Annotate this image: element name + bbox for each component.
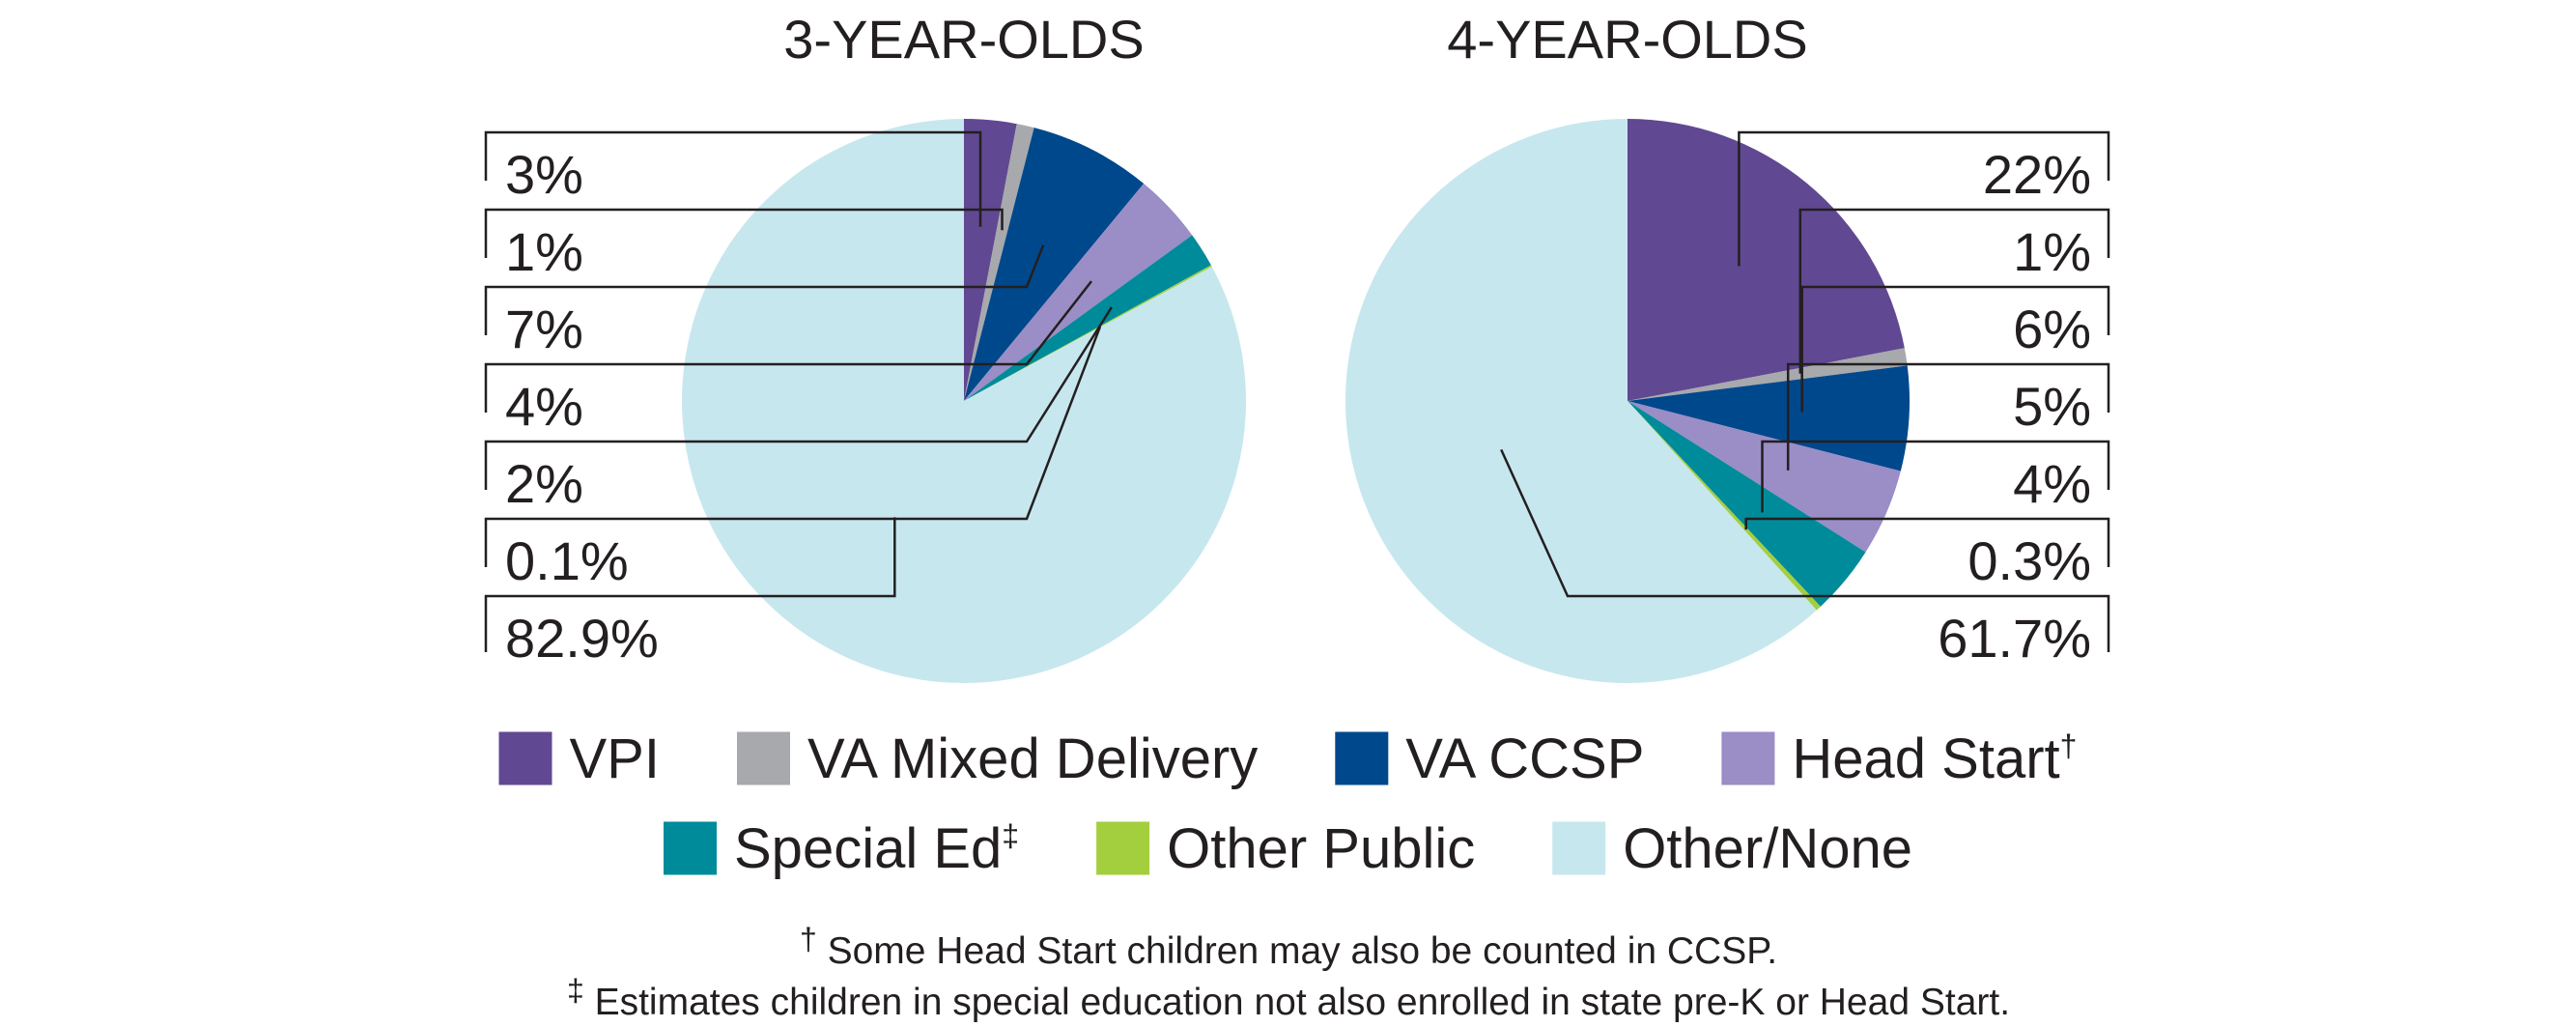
pie-slice-va-mixed-delivery <box>1628 348 1908 401</box>
pie-slice-special-ed <box>1628 401 1866 607</box>
pie-title-3-year-olds: 3-YEAR-OLDS <box>783 9 1144 70</box>
callout-label-vpi: 22% <box>1983 144 2091 205</box>
legend-item-va-mixed-delivery: VA Mixed Delivery <box>737 727 1258 790</box>
pie-slice-special-ed <box>964 235 1211 401</box>
pie-slice-va-ccsp <box>964 128 1145 402</box>
callout-leader <box>484 208 1004 258</box>
legend-item-head-start: Head Start† <box>1721 727 2077 790</box>
pie-slice-head-start <box>1628 401 1901 553</box>
callout-label-head-start: 5% <box>2013 376 2091 437</box>
pie-slice-other-none <box>1345 119 1817 683</box>
legend-swatch-va-mixed-delivery <box>737 731 790 785</box>
legend-item-other-public: Other Public <box>1096 817 1475 880</box>
callout-leader <box>1738 130 2110 267</box>
callout-leader <box>484 517 896 652</box>
pie-title-4-year-olds: 4-YEAR-OLDS <box>1447 9 1807 70</box>
legend-swatch-va-ccsp <box>1335 731 1389 785</box>
callout-leader <box>484 244 1045 335</box>
callout-label-other-none: 61.7% <box>1938 608 2091 669</box>
legend-swatch-other-public <box>1096 821 1150 875</box>
callout-leader <box>1798 208 2110 374</box>
callout-leader <box>484 280 1092 413</box>
callout-label-head-start: 4% <box>505 376 583 437</box>
pie-slice-head-start <box>964 184 1193 401</box>
callout-label-va-ccsp: 6% <box>2013 299 2091 359</box>
legend-swatch-head-start <box>1721 731 1775 785</box>
legend-swatch-vpi <box>498 731 552 785</box>
pie-slice-va-mixed-delivery <box>964 124 1034 402</box>
pie-slice-other-none <box>681 119 1246 683</box>
callout-label-other-public: 0.1% <box>505 530 629 591</box>
legend-label-special-ed: Special Ed‡ <box>734 817 1019 880</box>
callout-leader <box>1786 362 2110 471</box>
callout-leader <box>1744 517 2110 567</box>
pie-slice-vpi <box>964 119 1017 401</box>
legend-label-vpi: VPI <box>570 727 661 790</box>
callout-label-va-mixed-delivery: 1% <box>2013 221 2091 282</box>
footnote-mark: † <box>800 922 817 956</box>
callout-label-va-mixed-delivery: 1% <box>505 221 583 282</box>
pie-slice-other-public <box>964 265 1212 401</box>
pie-slice-va-ccsp <box>1628 365 1911 471</box>
legend-swatch-special-ed <box>664 821 717 875</box>
pie-slice-other-public <box>1628 401 1821 611</box>
legend-label-va-mixed-delivery: VA Mixed Delivery <box>807 727 1258 790</box>
pie-3-year-olds <box>681 119 1246 683</box>
slice-callouts: 3% 1% 7% 4% 2% 0.1% 82.9% 22% 1% 6% 5% 4% 0.3% 61.7% <box>484 130 2110 669</box>
footnote-text: Some Head Start children may also be cou… <box>817 930 1777 972</box>
callout-leader <box>1500 448 2110 652</box>
legend-label-va-ccsp: VA CCSP <box>1405 727 1644 790</box>
legend-item-other-none: Other/None <box>1552 817 1912 880</box>
legend-item-special-ed: Special Ed‡ <box>664 817 1019 880</box>
pie-4-year-olds <box>1345 119 1911 683</box>
callout-label-special-ed: 2% <box>505 453 583 514</box>
footnote-text: Estimates children in special education … <box>584 982 2010 1023</box>
legend-swatch-other-none <box>1552 821 1606 875</box>
callout-label-special-ed: 4% <box>2013 453 2091 514</box>
callout-leader <box>484 130 982 227</box>
footnote-1: † Some Head Start children may also be c… <box>800 922 1777 972</box>
callout-label-va-ccsp: 7% <box>505 299 583 359</box>
legend-label-head-start: Head Start† <box>1792 727 2077 790</box>
legend-footnote-mark: ‡ <box>1002 818 1019 853</box>
footnote-mark: ‡ <box>567 973 584 1008</box>
footnotes: † Some Head Start children may also be c… <box>567 922 2010 1023</box>
callout-leader <box>1761 440 2110 513</box>
legend-item-va-ccsp: VA CCSP <box>1335 727 1644 790</box>
footnote-2: ‡ Estimates children in special educatio… <box>567 973 2010 1023</box>
legend-footnote-mark: † <box>2060 728 2078 763</box>
callout-label-other-none: 82.9% <box>505 608 659 669</box>
legend: VPI VA Mixed Delivery VA CCSP Head Start† Sp… <box>498 727 2077 880</box>
legend-item-vpi: VPI <box>498 727 661 790</box>
callout-leader <box>1800 285 2110 413</box>
legend-label-other-none: Other/None <box>1623 817 1912 880</box>
callout-leader <box>484 326 1102 567</box>
pie-slice-vpi <box>1628 119 1905 401</box>
legend-label-other-public: Other Public <box>1167 817 1475 880</box>
callout-leader <box>484 306 1113 490</box>
callout-label-vpi: 3% <box>505 144 583 205</box>
callout-label-other-public: 0.3% <box>1967 530 2091 591</box>
